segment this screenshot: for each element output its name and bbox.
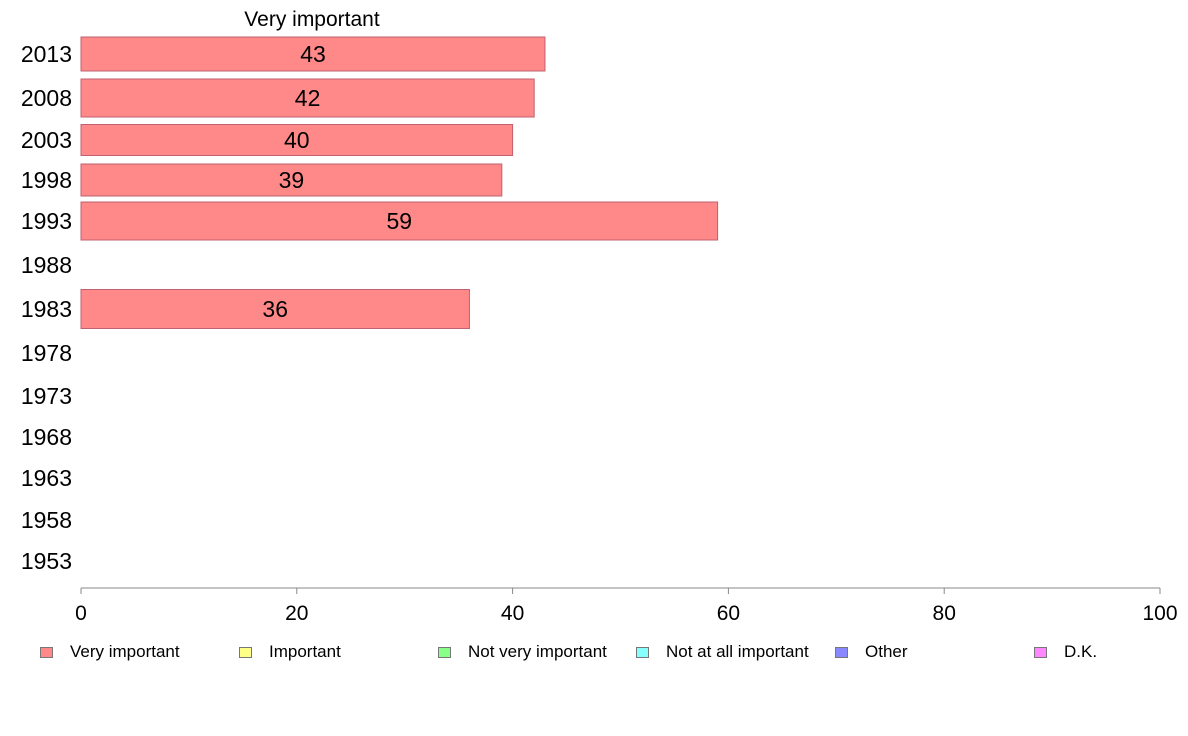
legend-swatch: [239, 646, 252, 658]
data-label: 59: [387, 208, 413, 234]
legend-label: Very important: [70, 642, 180, 661]
legend-swatch: [636, 646, 649, 658]
legend-swatch: [1034, 646, 1047, 658]
x-tick-label: 80: [933, 602, 956, 625]
bar: [80, 78, 535, 118]
legend-label: Not very important: [468, 642, 607, 661]
legend-label: Important: [269, 642, 341, 661]
legend-label: Not at all important: [666, 642, 809, 661]
data-label: 39: [279, 167, 305, 193]
category-label: 1978: [21, 340, 72, 366]
category-label: 2008: [21, 85, 72, 111]
category-label: 2013: [21, 41, 72, 67]
category-label: 1998: [21, 167, 72, 193]
category-label: 1968: [21, 424, 72, 450]
x-tick-label: 100: [1142, 602, 1177, 625]
chart-title: Very important: [244, 8, 380, 31]
legend-item: Other: [835, 638, 908, 666]
x-tick-label: 0: [75, 602, 87, 625]
x-tick-label: 60: [717, 602, 740, 625]
legend-label: D.K.: [1064, 642, 1098, 661]
bar: [80, 289, 470, 329]
legend-label: Other: [865, 642, 908, 661]
category-label: 1973: [21, 383, 72, 409]
data-label: 42: [295, 85, 321, 111]
chart-legend: Very important Important Not very importan…: [0, 638, 1188, 666]
legend-item: Not at all important: [636, 638, 809, 666]
category-label: 2003: [21, 127, 72, 153]
bar: [80, 201, 719, 241]
category-label: 1988: [21, 252, 72, 278]
legend-swatch: [438, 646, 451, 658]
legend-swatch: [40, 646, 53, 658]
legend-item: Very important: [40, 638, 180, 666]
legend-item: Not very important: [438, 638, 607, 666]
bar: [80, 163, 503, 197]
legend-item: Important: [239, 638, 341, 666]
category-label: 1993: [21, 208, 72, 234]
category-label: 1963: [21, 465, 72, 491]
bar: [80, 124, 514, 156]
data-label: 43: [300, 41, 326, 67]
x-tick-label: 40: [501, 602, 524, 625]
category-label: 1953: [21, 548, 72, 574]
category-label: 1958: [21, 507, 72, 533]
x-tick-label: 20: [285, 602, 308, 625]
category-label: 1983: [21, 296, 72, 322]
bar: [80, 36, 546, 72]
data-label: 40: [284, 127, 310, 153]
data-label: 36: [262, 296, 288, 322]
legend-swatch: [835, 646, 848, 658]
legend-item: D.K.: [1034, 638, 1097, 666]
